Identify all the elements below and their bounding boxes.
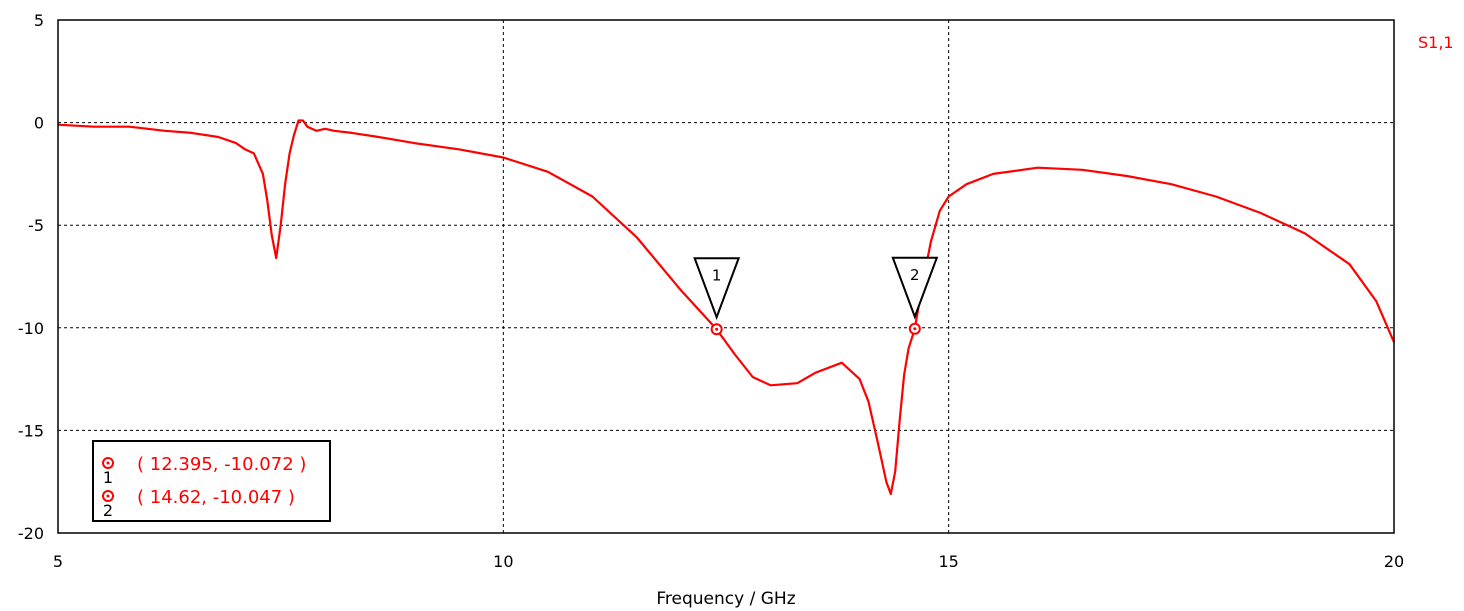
marker-point-dot-1 — [715, 327, 719, 331]
x-tick-label: 10 — [493, 552, 513, 571]
y-tick-label: -20 — [18, 524, 44, 543]
y-tick-label: -5 — [28, 216, 44, 235]
y-tick-label: 0 — [34, 114, 44, 133]
legend-marker-value: ( 12.395, -10.072 ) — [137, 454, 306, 475]
series-layer — [57, 119, 1396, 496]
marker-flag-1 — [693, 257, 741, 321]
marker-flag-label-1: 1 — [712, 266, 722, 284]
legend-marker-index: 2 — [103, 501, 113, 520]
marker-legend-box — [92, 440, 331, 522]
marker-legend: 1 ( 12.395, -10.072 ) 2 ( 14.62, -10.047 ) — [92, 440, 331, 522]
legend-marker-index: 1 — [103, 468, 113, 487]
marker-flag-label-2: 2 — [910, 266, 920, 284]
x-tick-label: 20 — [1384, 552, 1404, 571]
x-tick-labels: 5 10 15 20 — [53, 552, 1404, 571]
x-tick-label: 15 — [938, 552, 958, 571]
marker-point-dot-2 — [913, 327, 917, 331]
series-name-s11: S1,1 — [1418, 33, 1454, 52]
legend-marker-dot — [106, 494, 110, 498]
y-tick-label: -10 — [18, 319, 44, 338]
y-tick-label: 5 — [34, 11, 44, 30]
legend-marker-dot — [106, 461, 110, 465]
x-axis-label: Frequency / GHz — [656, 589, 795, 609]
legend-marker-value: ( 14.62, -10.047 ) — [137, 487, 295, 508]
plot-frame — [57, 19, 1395, 534]
x-tick-label: 5 — [53, 552, 63, 571]
series-line-s11 — [57, 119, 1396, 496]
marker-flag-2 — [891, 256, 939, 320]
y-tick-labels: 5 0 -5 -10 -15 -20 — [18, 11, 44, 543]
y-tick-label: -15 — [18, 421, 44, 440]
